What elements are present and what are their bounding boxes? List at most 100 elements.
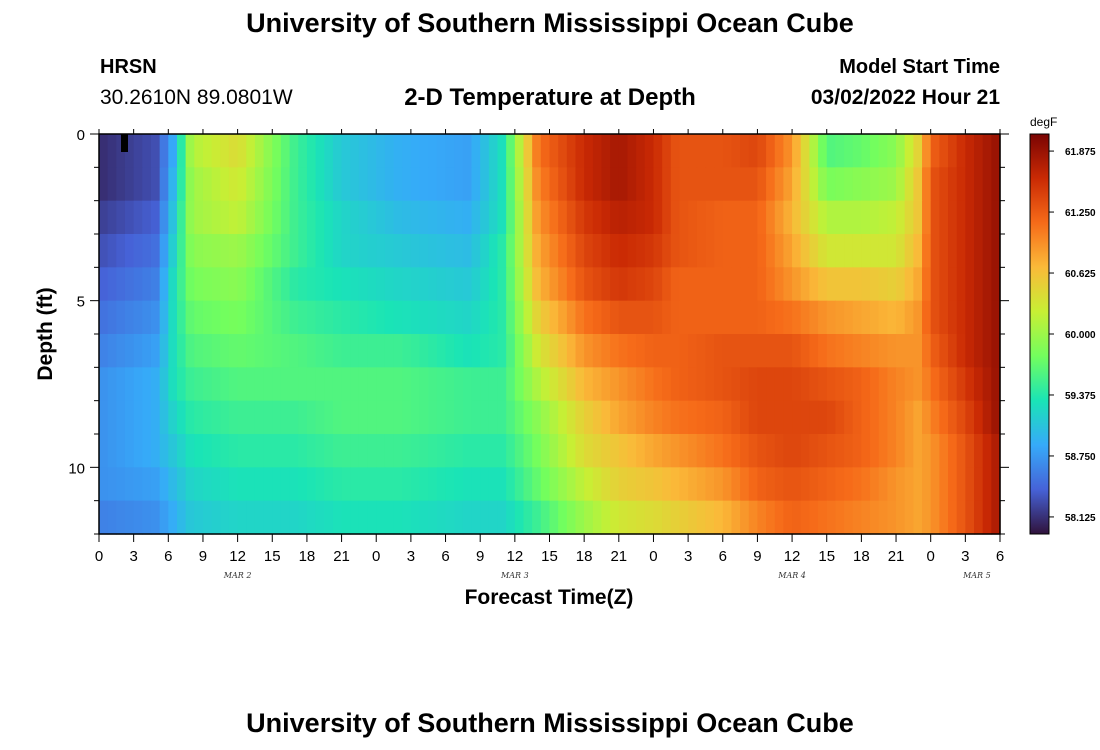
date-label: MAR 3 [500, 571, 529, 580]
heatmap-cell [289, 267, 299, 302]
heatmap-cell [168, 434, 178, 468]
heatmap-cell [384, 300, 395, 335]
heatmap-cell [575, 400, 585, 435]
heatmap-cell [142, 434, 152, 468]
heatmap-cell [610, 467, 620, 502]
heatmap-cell [462, 200, 473, 235]
heatmap-cell [263, 267, 273, 302]
heatmap-cell [532, 267, 542, 302]
heatmap-cell [306, 267, 317, 302]
heatmap-cell [211, 234, 221, 268]
heatmap-cell [575, 500, 585, 535]
heatmap-cell [168, 300, 178, 335]
heatmap-cell [428, 267, 438, 302]
heatmap-cell [922, 234, 932, 268]
heatmap-cell [280, 167, 291, 202]
heatmap-cell [306, 200, 317, 235]
heatmap-cell [298, 267, 308, 302]
heatmap-cell [488, 467, 499, 502]
heatmap-cell [150, 167, 161, 202]
heatmap-cell [939, 400, 949, 435]
heatmap-cell [514, 267, 525, 302]
heatmap-cell [289, 200, 299, 235]
heatmap-cell [844, 400, 854, 435]
heatmap-cell [237, 167, 247, 202]
heatmap-cell [887, 200, 897, 235]
heatmap-cell [384, 167, 395, 202]
heatmap-cell [835, 134, 845, 168]
heatmap-cell [627, 300, 637, 335]
heatmap-cell [766, 267, 776, 302]
heatmap-cell [731, 400, 741, 435]
heatmap-cell [211, 334, 221, 368]
heatmap-cell [974, 500, 984, 535]
heatmap-cell [168, 200, 178, 235]
heatmap-cell [497, 367, 507, 402]
heatmap-cell [792, 334, 802, 368]
heatmap-cell [428, 467, 438, 502]
heatmap-cell [436, 200, 447, 235]
heatmap-cell [116, 167, 126, 202]
heatmap-cell [237, 134, 247, 168]
heatmap-cell [731, 500, 741, 535]
heatmap-cell [332, 400, 343, 435]
heatmap-cell [913, 267, 923, 302]
heatmap-cell [679, 200, 689, 235]
heatmap-cell [168, 267, 178, 302]
heatmap-cell [575, 134, 585, 168]
heatmap-cell [220, 400, 230, 435]
heatmap-cell [913, 434, 923, 468]
heatmap-cell [237, 367, 247, 402]
heatmap-cell [298, 167, 308, 202]
heatmap-cell [956, 234, 966, 268]
heatmap-cell [714, 167, 724, 202]
heatmap-cell [575, 467, 585, 502]
heatmap-cell [783, 200, 793, 235]
heatmap-cell [194, 300, 204, 335]
heatmap-cell [896, 434, 906, 468]
heatmap-cell [610, 500, 620, 535]
heatmap-cell [480, 400, 490, 435]
heatmap-cell [514, 234, 525, 268]
heatmap-cell [99, 134, 109, 168]
heatmap-cell [263, 434, 273, 468]
heatmap-cell [904, 134, 914, 168]
heatmap-cell [722, 367, 733, 402]
heatmap-cell [384, 267, 395, 302]
heatmap-cell [965, 334, 975, 368]
heatmap-cell [540, 467, 551, 502]
heatmap-cell [237, 300, 247, 335]
heatmap-cell [930, 234, 940, 268]
heatmap-cell [454, 200, 464, 235]
heatmap-cell [107, 267, 117, 302]
heatmap-cell [497, 434, 507, 468]
heatmap-cell [610, 400, 620, 435]
heatmap-cell [194, 467, 204, 502]
heatmap-cell [679, 434, 689, 468]
heatmap-cell [904, 300, 914, 335]
heatmap-cell [766, 467, 776, 502]
heatmap-cell [194, 400, 204, 435]
heatmap-cell [436, 300, 447, 335]
heatmap-cell [107, 134, 117, 168]
date-label: MAR 4 [777, 571, 806, 580]
heatmap-cell [870, 134, 880, 168]
heatmap-cell [497, 234, 507, 268]
heatmap-cell [757, 267, 767, 302]
heatmap-cell [644, 267, 655, 302]
heatmap-cell [636, 434, 646, 468]
x-tick-label: 21 [888, 548, 905, 565]
heatmap-cell [159, 200, 169, 235]
heatmap-cell [341, 200, 351, 235]
heatmap-cell [506, 467, 516, 502]
heatmap-cell [532, 200, 542, 235]
heatmap-cell [592, 234, 603, 268]
heatmap-cell [150, 367, 161, 402]
heatmap-cell [445, 367, 455, 402]
heatmap-cell [419, 167, 429, 202]
heatmap-cell [228, 334, 239, 368]
heatmap-cell [246, 234, 256, 268]
heatmap-cell [852, 200, 862, 235]
heatmap-cell [168, 467, 178, 502]
heatmap-cell [99, 400, 109, 435]
